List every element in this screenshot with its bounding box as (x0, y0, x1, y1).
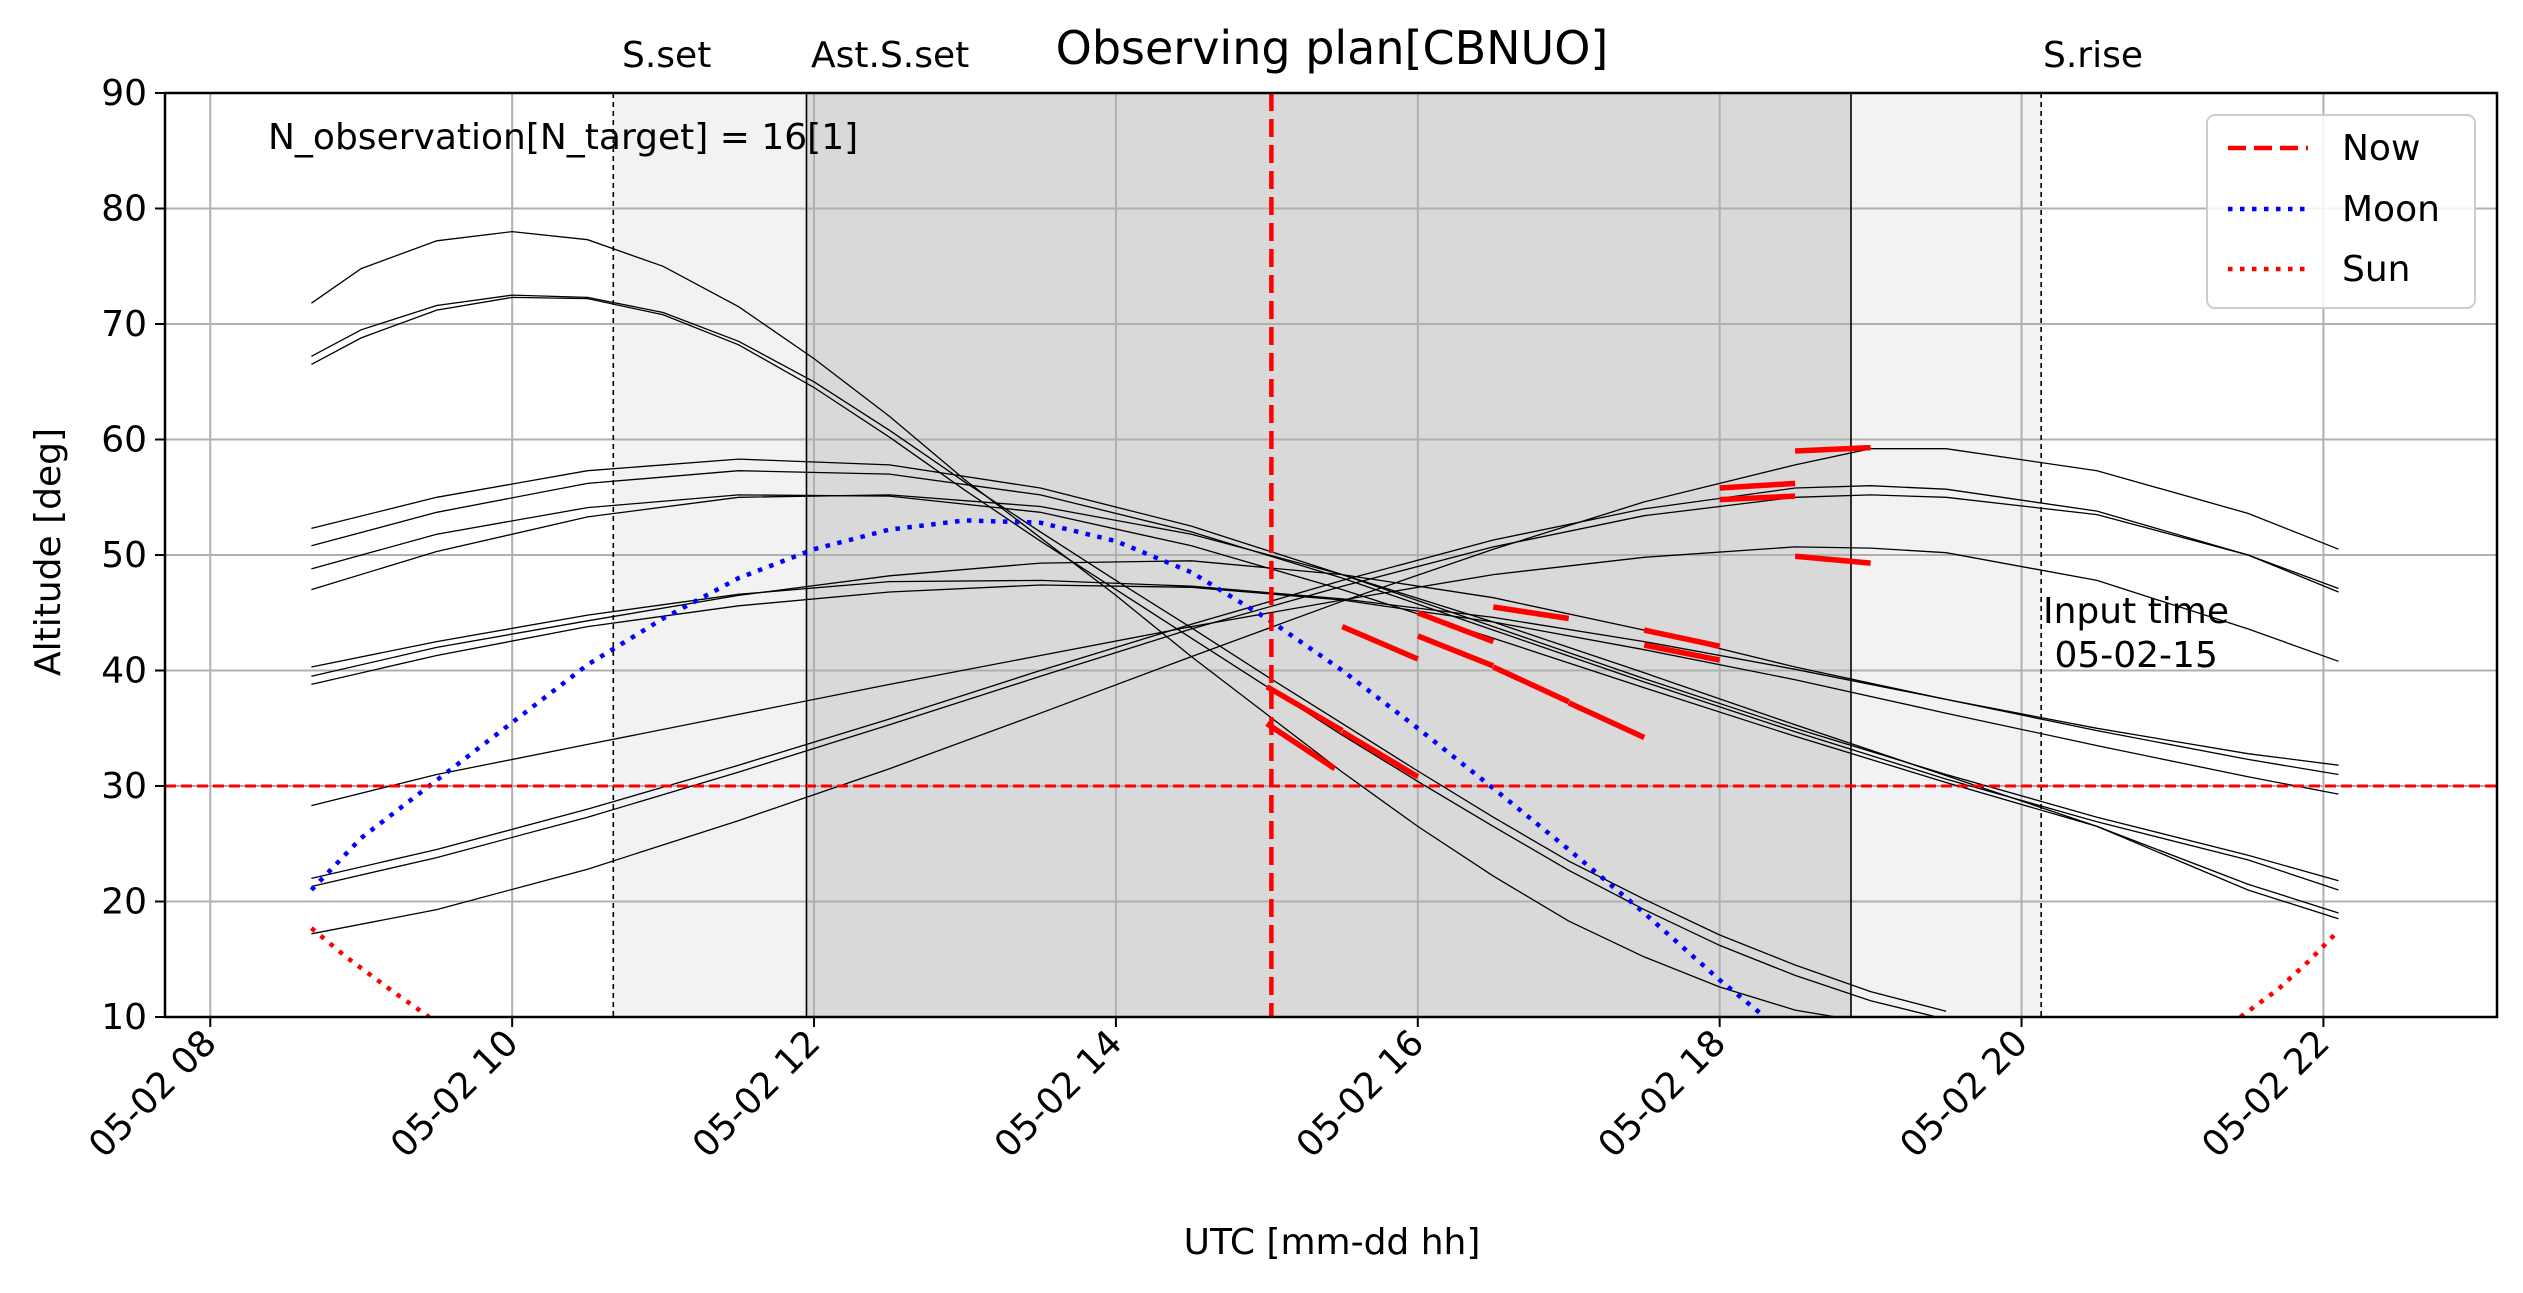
y-tick-label-3: 40 (101, 651, 147, 692)
y-tick-label-2: 30 (101, 766, 147, 807)
input-time-annotation: Input time 05-02-15 (2043, 591, 2229, 676)
observation-segment-8 (1492, 604, 1570, 622)
x-tick-label-7: 05-02 22 (2194, 1022, 2337, 1165)
y-tick-label-1: 20 (101, 882, 147, 923)
y-tick-label-4: 50 (101, 535, 147, 576)
y-axis-label: Altitude [deg] (28, 428, 69, 676)
x-tick-label-2: 05-02 12 (685, 1022, 828, 1165)
observation-segment-5 (1416, 633, 1495, 669)
target-track-8 (311, 560, 2339, 766)
x-tick-label-0: 05-02 08 (81, 1022, 224, 1165)
x-tick-label-1: 05-02 10 (383, 1022, 526, 1165)
y-tick-label-6: 70 (101, 304, 147, 345)
target-track-4 (311, 470, 2339, 891)
target-track-1 (311, 294, 1947, 1012)
target-track-5 (311, 494, 2339, 914)
legend-box (2206, 114, 2476, 309)
moon-track (309, 518, 1767, 1017)
moon-sun-tracks (309, 518, 2338, 1017)
legend-moon-label: Moon (2342, 189, 2440, 230)
observation-segment-14 (1794, 553, 1871, 566)
sunrise-label: S.rise (2043, 35, 2143, 76)
observation-segment-12 (1719, 493, 1796, 503)
observation-segment-6 (1492, 664, 1570, 705)
legend-now-label: Now (2342, 128, 2420, 169)
astro-sunset-label: Ast.S.set (811, 35, 969, 76)
observation-segments (1265, 444, 1871, 780)
target-track-0 (311, 230, 1841, 1017)
observation-segment-7 (1567, 700, 1646, 740)
x-tick-label-5: 05-02 18 (1591, 1022, 1734, 1165)
observation-segment-13 (1794, 444, 1871, 454)
target-track-10 (311, 546, 2339, 807)
target-track-7 (311, 579, 2339, 776)
observation-segment-9 (1643, 627, 1721, 649)
chart-title: Observing plan[CBNUO] (1056, 21, 1609, 75)
observation-segment-0 (1265, 684, 1344, 733)
y-tick-label-8: 90 (101, 73, 147, 114)
y-tick-label-7: 80 (101, 189, 147, 230)
target-track-12 (311, 494, 2339, 888)
input-time-line-1: 05-02-15 (2043, 635, 2218, 676)
observation-segment-1 (1340, 729, 1420, 780)
y-tick-label-5: 60 (101, 420, 147, 461)
x-tick-label-6: 05-02 20 (1892, 1022, 2035, 1165)
target-track-13 (311, 448, 2339, 935)
observation-segment-2 (1265, 721, 1337, 771)
observation-segment-10 (1643, 642, 1721, 663)
x-axis-label: UTC [mm-dd hh] (1184, 1222, 1481, 1263)
x-tick-label-4: 05-02 16 (1289, 1022, 1432, 1165)
observation-segment-4 (1416, 610, 1495, 645)
target-track-2 (311, 296, 1940, 1017)
sunset-label: S.set (622, 35, 711, 76)
input-time-line-0: Input time (2043, 591, 2229, 632)
x-tick-label-3: 05-02 14 (987, 1022, 1130, 1165)
legend-sun-label: Sun (2342, 249, 2410, 290)
observation-count-annotation: N_observation[N_target] = 16[1] (268, 117, 858, 158)
legend: Now Moon Sun (2206, 114, 2476, 309)
y-tick-label-0: 10 (101, 997, 147, 1038)
observation-segment-3 (1341, 624, 1419, 662)
observation-segment-11 (1719, 480, 1796, 491)
sun-track-0 (309, 926, 431, 1017)
limit-lines (165, 93, 2497, 1017)
sun-track-1 (2239, 932, 2338, 1017)
twilight-lines (612, 93, 2042, 1017)
